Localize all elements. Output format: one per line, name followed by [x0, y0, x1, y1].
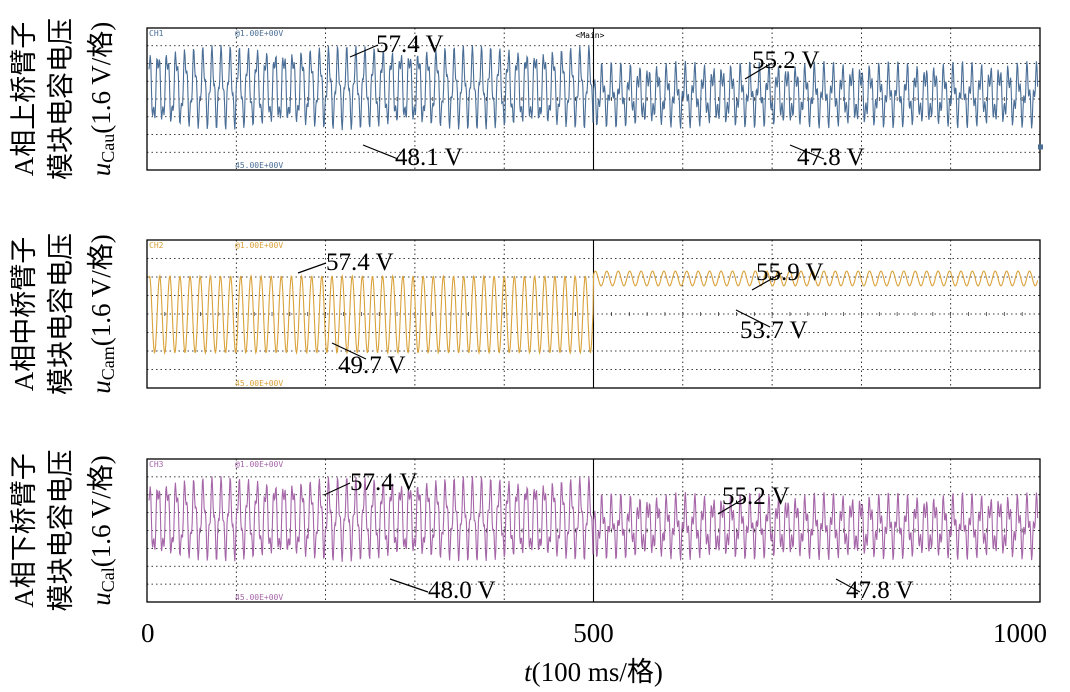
- channel-marker: [1038, 144, 1043, 150]
- ylabel-scale: (1.6 V/格): [86, 455, 116, 567]
- annotation-leader: [362, 144, 399, 160]
- scope-offset-label: @1.00E+00V: [235, 460, 283, 469]
- ylabel-cn-line2: 模块电容电压: [46, 450, 76, 612]
- annotation-label: 53.7 V: [740, 317, 808, 344]
- annotation-leader: [349, 44, 379, 58]
- annotation-label: 57.4 V: [326, 249, 394, 276]
- annotation-label: 55.2 V: [752, 47, 820, 74]
- annotation-label: 47.8 V: [846, 577, 914, 604]
- panels: CH1 @1.00E+00V 45.00E+00V <Main> 57.4 V 48.1 …: [9, 18, 1043, 612]
- ylabel-sym: u: [86, 380, 116, 394]
- waveform-trace: [148, 270, 1039, 355]
- annotation-leader: [789, 144, 825, 160]
- annotation-leader: [323, 482, 351, 496]
- x-tick-label: 500: [573, 618, 614, 648]
- annotation-label: 47.8 V: [797, 144, 865, 171]
- annotation-label: 49.7 V: [338, 352, 406, 379]
- ylabel-sub: Cau: [98, 134, 118, 163]
- ylabel-sym: u: [86, 163, 116, 177]
- panel-1: CH1 @1.00E+00V 45.00E+00V <Main> 57.4 V 48.1 …: [9, 18, 1043, 180]
- ylabel-cn-line2: 模块电容电压: [46, 233, 76, 395]
- scope-offset-label: @1.00E+00V: [235, 241, 283, 250]
- scope-level-label: 45.00E+00V: [235, 379, 283, 388]
- annotation-label: 48.0 V: [428, 577, 496, 604]
- annotation-leader: [744, 62, 773, 80]
- scope-channel-label: CH1: [149, 29, 164, 38]
- scope-level-label: 45.00E+00V: [235, 593, 283, 602]
- x-tick-label: 0: [141, 618, 155, 648]
- annotation-label: 57.4 V: [350, 469, 418, 496]
- x-axis: 0 500 1000 t(100 ms/格): [141, 618, 1047, 687]
- annotation-leader: [835, 578, 861, 593]
- annotation-leader: [389, 578, 429, 593]
- annotation-label: 48.1 V: [395, 144, 463, 171]
- ylabel-sym: u: [86, 592, 116, 606]
- ylabel-scale: (1.6 V/格): [86, 234, 116, 346]
- annotation-leader: [717, 497, 746, 515]
- ylabel-sub: Cal: [98, 567, 118, 592]
- x-axis-label: t(100 ms/格): [524, 657, 663, 687]
- ylabel-symbol: uCau(1.6 V/格): [86, 22, 118, 177]
- ylabel-cn-line1: A相中桥臂子: [9, 237, 39, 392]
- x-tick-label: 1000: [993, 618, 1047, 648]
- panel-2: CH2 @1.00E+00V 45.00E+00V 57.4 V 49.7 V 55.9 …: [9, 233, 1041, 395]
- annotation-label: 55.9 V: [756, 259, 824, 286]
- x-axis-unit: (100 ms/格): [532, 657, 663, 687]
- x-axis-symbol: t: [524, 657, 533, 687]
- scope-channel-label: CH3: [149, 460, 164, 469]
- ylabel-scale: (1.6 V/格): [86, 22, 116, 134]
- ylabel-cn-line1: A相上桥臂子: [9, 22, 39, 177]
- scope-level-label: 45.00E+00V: [235, 161, 283, 170]
- waveform-trace: [148, 476, 1039, 562]
- scope-channel-label: CH2: [149, 241, 164, 250]
- annotation-leader: [751, 272, 783, 291]
- annotation-label: 57.4 V: [376, 31, 444, 58]
- waveform-trace: [148, 44, 1039, 131]
- ylabel-symbol: uCal(1.6 V/格): [86, 455, 118, 606]
- annotation-leader: [331, 342, 367, 360]
- annotation-leader: [735, 309, 771, 328]
- ylabel-sub: Cam: [98, 346, 118, 380]
- ylabel-cn-line2: 模块电容电压: [46, 18, 76, 180]
- annotation-leader: [297, 262, 327, 274]
- annotation-label: 55.2 V: [722, 483, 790, 510]
- ylabel-cn-line1: A相下桥臂子: [9, 453, 39, 608]
- scope-offset-label: @1.00E+00V: [235, 29, 283, 38]
- scope-tag-label: <Main>: [576, 31, 605, 40]
- panel-3: CH3 @1.00E+00V 45.00E+00V 57.4 V 48.0 V 55.2 …: [9, 450, 1041, 612]
- ylabel-symbol: uCam(1.6 V/格): [86, 234, 118, 394]
